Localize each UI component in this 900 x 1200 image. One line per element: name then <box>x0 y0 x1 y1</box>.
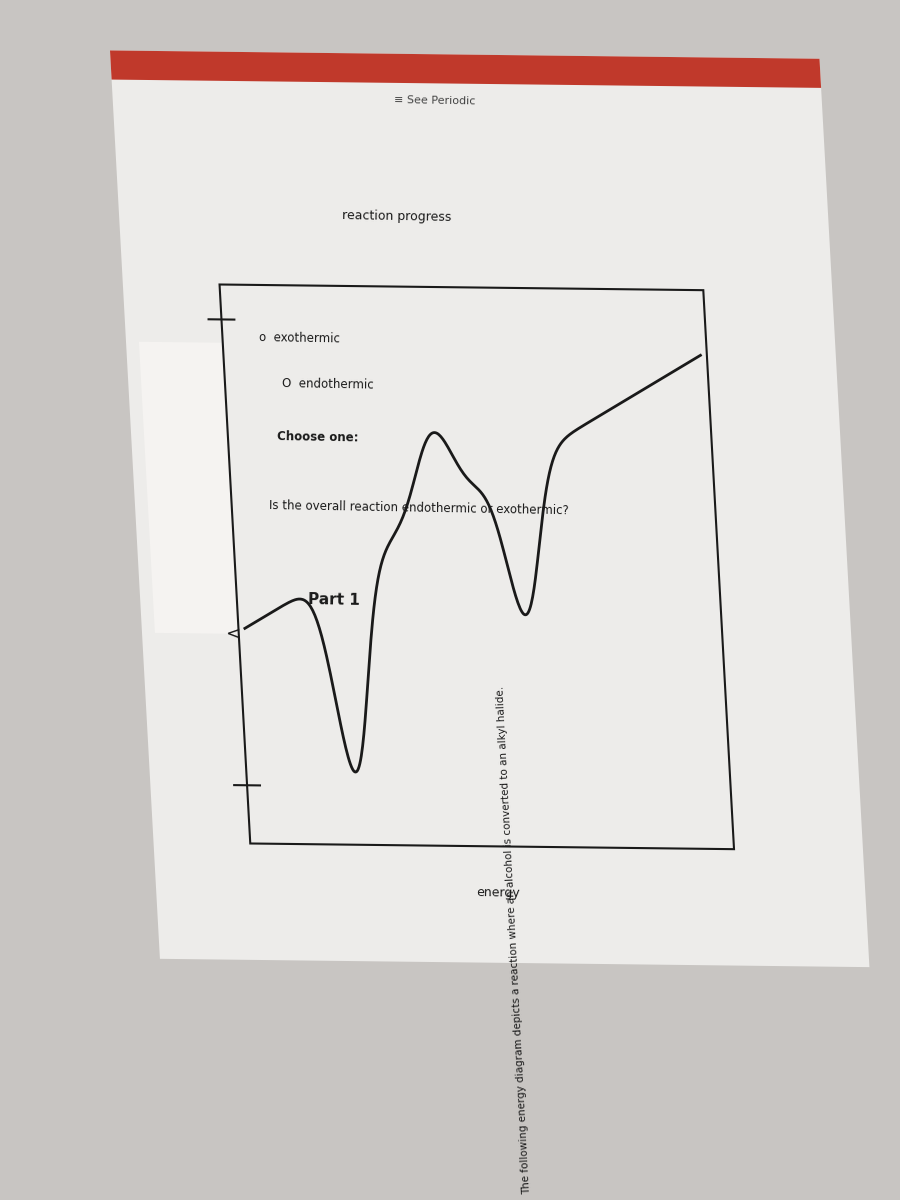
Text: energy: energy <box>476 886 520 900</box>
Text: O  endothermic: O endothermic <box>283 377 374 392</box>
Polygon shape <box>110 50 869 967</box>
Polygon shape <box>220 284 734 850</box>
Text: The following energy diagram depicts a reaction where an alcohol is converted to: The following energy diagram depicts a r… <box>495 685 532 1194</box>
Text: Is the overall reaction endothermic or exothermic?: Is the overall reaction endothermic or e… <box>269 499 569 517</box>
Polygon shape <box>139 342 348 635</box>
Text: reaction progress: reaction progress <box>342 209 451 224</box>
Text: Part 1: Part 1 <box>308 592 360 608</box>
Text: Choose one:: Choose one: <box>277 430 359 444</box>
Text: o  exothermic: o exothermic <box>259 331 340 346</box>
Text: <: < <box>225 625 240 643</box>
Text: ≡ See Periodic: ≡ See Periodic <box>394 95 476 107</box>
Polygon shape <box>110 50 821 88</box>
